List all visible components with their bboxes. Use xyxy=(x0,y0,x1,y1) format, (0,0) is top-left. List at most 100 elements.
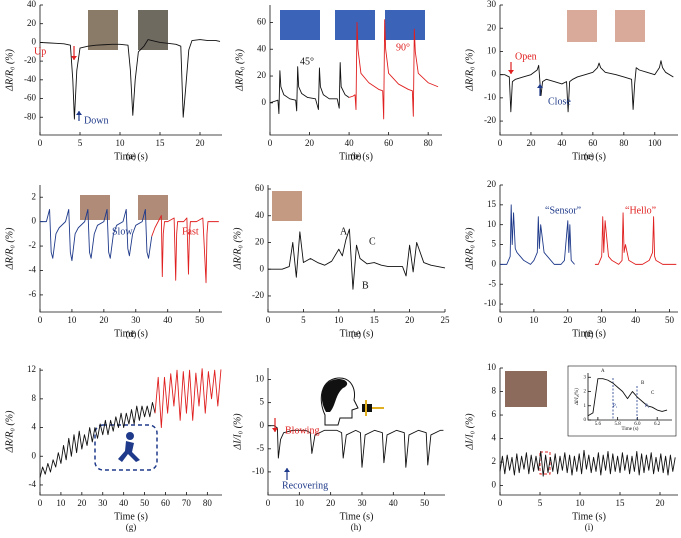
y-tick-label: 0 xyxy=(492,480,497,490)
x-tick-label: 5.6 xyxy=(595,422,602,427)
y-tick-label: 0 xyxy=(260,263,265,273)
x-axis-label: Time (s) xyxy=(572,511,606,522)
y-axis-label: ΔI/I₀(%) xyxy=(575,388,580,406)
y-axis-label: ΔR/R₀ (%) xyxy=(4,48,15,92)
x-axis-label: Time (s) xyxy=(114,511,148,522)
arrow-head xyxy=(272,428,278,432)
caption: (e) xyxy=(351,329,361,339)
y-tick-label: 4 xyxy=(32,422,37,432)
photo xyxy=(567,10,597,42)
y-tick-label: 8 xyxy=(492,386,497,396)
x-axis-label: Time (s) xyxy=(340,328,374,339)
x-tick-label: 70 xyxy=(182,498,192,508)
data-line xyxy=(348,19,439,120)
photo xyxy=(88,10,118,50)
y-tick-label: 0 xyxy=(32,450,37,460)
x-tick-label: 40 xyxy=(389,498,399,508)
y-tick-label: 2 xyxy=(492,456,497,466)
x-tick-label: 80 xyxy=(619,138,629,148)
x-tick-label: 30 xyxy=(98,498,108,508)
panel: 0 20 40 60 80 0 20 40 60 Time (s) ΔR/R₀ (%) (b) 45° 9… xyxy=(234,5,442,162)
inset-chart: 5.6 5.8 6.0 6.2 0 1 2 3 Time (s) ΔI/I₀(%) A B C P₁ P₂ xyxy=(575,369,672,432)
x-tick-label: 20 xyxy=(656,498,666,508)
annotation: “Hello” xyxy=(625,205,656,216)
caption: (g) xyxy=(126,522,137,532)
x-tick-label: 15 xyxy=(370,315,380,325)
y-tick-label: -5 xyxy=(489,278,497,288)
data-line xyxy=(499,449,676,477)
arrow-head xyxy=(537,84,543,88)
x-tick-label: 50 xyxy=(140,498,150,508)
y-tick-label: 1 xyxy=(584,404,587,409)
x-axis-label: Time (s) xyxy=(572,328,606,339)
inset-frame xyxy=(567,365,677,437)
photo xyxy=(138,195,168,220)
x-tick-label: 15 xyxy=(156,138,166,148)
data-line xyxy=(500,204,575,265)
y-tick-label: -60 xyxy=(24,93,36,103)
x-axis-label: Time (s) xyxy=(114,328,148,339)
x-tick-label: 60 xyxy=(384,138,394,148)
x-tick-label: 80 xyxy=(424,138,434,148)
caption: (a) xyxy=(126,151,136,161)
x-tick-label: 40 xyxy=(119,498,129,508)
x-tick-label: 60 xyxy=(161,498,171,508)
x-tick-label: 20 xyxy=(77,498,87,508)
y-tick-label: 0 xyxy=(492,69,497,79)
y-tick-label: 0 xyxy=(262,97,267,107)
y-tick-label: 2 xyxy=(32,191,37,201)
x-tick-label: 80 xyxy=(203,498,213,508)
y-tick-label: 6 xyxy=(492,409,497,419)
y-tick-label: 5 xyxy=(492,239,497,249)
x-tick-label: 0 xyxy=(498,315,503,325)
x-tick-label: 10 xyxy=(529,315,539,325)
data-line xyxy=(500,60,674,113)
y-tick-label: 20 xyxy=(255,237,265,247)
y-tick-label: 3 xyxy=(584,375,587,380)
annotation: A xyxy=(340,226,348,237)
y-axis-label: ΔI/I₀ (%) xyxy=(232,413,243,451)
x-tick-label: 20 xyxy=(526,138,536,148)
annotation: Blowing xyxy=(285,425,319,436)
x-tick-label: 10 xyxy=(295,498,305,508)
x-tick-label: 5 xyxy=(538,498,543,508)
x-tick-label: 20 xyxy=(563,315,573,325)
annotation: Recovering xyxy=(282,480,328,491)
y-tick-label: -10 xyxy=(252,466,264,476)
runner-box xyxy=(94,424,158,471)
x-tick-label: 6.0 xyxy=(634,422,641,427)
x-tick-label: 10 xyxy=(334,315,344,325)
y-tick-label: -10 xyxy=(484,92,496,102)
y-tick-label: 20 xyxy=(27,18,37,28)
y-tick-label: 20 xyxy=(487,22,497,32)
y-tick-label: -6 xyxy=(29,289,37,299)
y-tick-label: -20 xyxy=(484,115,496,125)
x-axis-label: Time (s) xyxy=(622,427,639,432)
y-axis-label: ΔR/R₀ (%) xyxy=(464,227,475,271)
photo xyxy=(138,10,168,50)
y-axis-label: ΔR/R₀ (%) xyxy=(464,48,475,92)
y-tick-label: -2 xyxy=(29,240,37,250)
annotation: Close xyxy=(548,96,571,107)
x-tick-label: 40 xyxy=(557,138,567,148)
x-tick-label: 5.8 xyxy=(615,422,622,427)
x-tick-label: 40 xyxy=(163,315,173,325)
data-line xyxy=(268,425,444,468)
y-tick-label: -4 xyxy=(29,265,37,275)
x-tick-label: 25 xyxy=(441,315,451,325)
photo xyxy=(505,371,547,407)
arrow-head xyxy=(76,111,82,115)
caption: (i) xyxy=(585,522,594,532)
annotation: “Sensor” xyxy=(545,205,581,216)
annotation: Up xyxy=(34,46,46,57)
x-tick-label: 0 xyxy=(498,138,503,148)
x-tick-label: 15 xyxy=(616,498,626,508)
data-line xyxy=(269,62,350,115)
annotation: A xyxy=(601,369,605,374)
x-tick-label: 0 xyxy=(38,138,43,148)
x-tick-label: 30 xyxy=(131,315,141,325)
y-tick-label: 40 xyxy=(257,43,267,53)
